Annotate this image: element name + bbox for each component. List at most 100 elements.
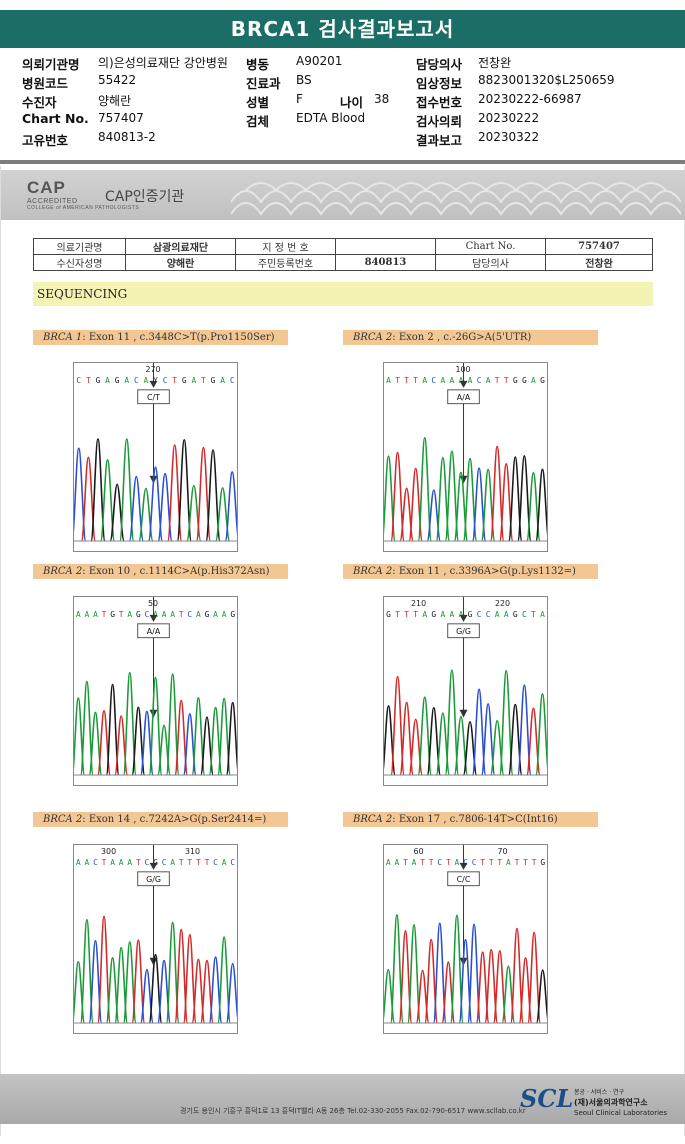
base-call: A <box>440 610 445 619</box>
info-label: 병원코드 <box>22 76 69 91</box>
trace-peak <box>407 924 421 1024</box>
base-call: G <box>182 376 187 385</box>
position-label: 220 <box>495 599 510 608</box>
gene-name: BRCA 1 <box>43 332 83 343</box>
info-label: 나이 <box>340 95 364 110</box>
info-value: 전창완 <box>478 56 512 70</box>
base-call: C <box>463 858 468 867</box>
table-row: 의료기관명 삼광의료재단 지 정 번 호 Chart No. 757407 <box>33 238 653 255</box>
base-call: G <box>211 376 216 385</box>
base-call: A <box>459 376 464 385</box>
base-call: G <box>431 610 436 619</box>
info-value: 양해란 <box>98 94 132 108</box>
info-value: 840813-2 <box>98 130 156 144</box>
base-call: A <box>84 858 89 867</box>
table-cell: 지 정 번 호 <box>235 238 336 255</box>
variant-detail: : Exon 11 , c.3448C>T(p.Pro1150Ser) <box>82 332 275 343</box>
table-row: 수신자성명 양해란 주민등록번호 840813 담당의사 전창완 <box>33 254 653 271</box>
gene-name: BRCA 2 <box>353 814 393 825</box>
variant-label: BRCA 2: Exon 10 , c.1114C>A(p.His372Asn) <box>33 564 288 579</box>
trace-peak <box>444 669 460 776</box>
base-call: C <box>522 610 527 619</box>
base-call: G <box>540 376 545 385</box>
info-label: 검사의뢰 <box>416 114 463 129</box>
sequence-panel: BRCA 2: Exon 17 , c.7806-14T>C(Int16) 60… <box>343 812 613 1052</box>
base-call: G <box>230 610 235 619</box>
base-call: T <box>395 610 400 619</box>
base-call: T <box>205 858 210 867</box>
table-cell: 전창완 <box>545 254 653 271</box>
cap-logo-text: CAP <box>27 178 66 197</box>
trace-peak <box>535 969 547 1024</box>
info-value: 20230322 <box>478 130 540 144</box>
base-call: T <box>497 858 502 867</box>
base-call: Y <box>153 376 158 385</box>
cap-accredited-text: ACCREDITED <box>27 198 78 205</box>
info-label: 검체 <box>246 114 270 129</box>
info-value: 757407 <box>98 111 144 125</box>
base-call: A <box>153 610 158 619</box>
position-label: 310 <box>185 847 200 856</box>
base-call: A <box>412 858 417 867</box>
genotype-call: A/A <box>457 393 471 402</box>
lab-address: 경기도 용인시 기흥구 흥덕1로 13 흥덕IT밸리 A동 26층 Tel.02… <box>180 1107 526 1115</box>
table-cell: 담당의사 <box>435 254 546 271</box>
info-label: Chart No. <box>22 111 89 126</box>
base-call: A <box>220 376 225 385</box>
variant-detail: : Exon 17 , c.7806-14T>C(Int16) <box>392 814 558 825</box>
genotype-call: A/A <box>147 627 161 636</box>
base-call: C <box>477 376 482 385</box>
base-call: G <box>110 610 115 619</box>
base-call: C <box>437 858 442 867</box>
base-call: A <box>459 610 464 619</box>
info-value: 8823001320$L250659 <box>478 73 615 87</box>
base-call: T <box>404 376 409 385</box>
base-call: A <box>506 858 511 867</box>
sequence-panel: BRCA 2: Exon 2 , c.-26G>A(5'UTR) 100ATTT… <box>343 330 613 570</box>
base-call: A <box>540 610 545 619</box>
arrow-head <box>459 380 468 388</box>
genotype-call: C/T <box>147 393 160 402</box>
position-label: 300 <box>101 847 116 856</box>
base-call: T <box>429 858 434 867</box>
position-label: 60 <box>414 847 424 856</box>
base-call: A <box>455 858 460 867</box>
chromatogram: 100ATTTACAAAACATTGGAGA/A <box>383 362 548 552</box>
base-call: C <box>145 858 150 867</box>
gene-name: BRCA 2 <box>43 566 83 577</box>
chromatogram: 50AAATGTAGCAAATCAGAAGA/A <box>73 596 238 786</box>
info-label: 성별 <box>246 95 270 110</box>
lab-name-ko: (재)서울의과학연구소 <box>574 1098 648 1107</box>
base-call: A <box>191 376 196 385</box>
divider <box>0 160 685 164</box>
info-label: 수진자 <box>22 95 57 110</box>
genotype-call: G/G <box>456 627 471 636</box>
base-call: A <box>76 610 81 619</box>
base-call: C <box>230 376 235 385</box>
table-cell <box>335 238 436 255</box>
base-call: T <box>404 610 409 619</box>
base-call: T <box>489 858 494 867</box>
base-call: T <box>515 858 520 867</box>
trace-peak <box>225 701 237 776</box>
base-call: A <box>93 610 98 619</box>
info-value: EDTA Blood <box>296 111 366 125</box>
base-call: G <box>115 376 120 385</box>
base-call: A <box>105 376 110 385</box>
variant-label: BRCA 2: Exon 14 , c.7242A>G(p.Ser2414=) <box>33 812 288 827</box>
base-call: T <box>119 610 124 619</box>
lab-motto: 봉공 · 서비스 · 연구 <box>574 1089 625 1096</box>
base-call: A <box>504 610 509 619</box>
base-call: A <box>84 610 89 619</box>
genotype-box <box>447 623 480 639</box>
position-label: 70 <box>498 847 508 856</box>
base-call: C <box>213 858 218 867</box>
base-call: T <box>187 858 192 867</box>
base-call: G <box>468 610 473 619</box>
info-label: 고유번호 <box>22 133 69 148</box>
trace-peak <box>224 471 237 542</box>
base-call: A <box>486 376 491 385</box>
gene-name: BRCA 2 <box>353 566 393 577</box>
table-cell: Chart No. <box>435 238 546 255</box>
base-call: C <box>472 858 477 867</box>
